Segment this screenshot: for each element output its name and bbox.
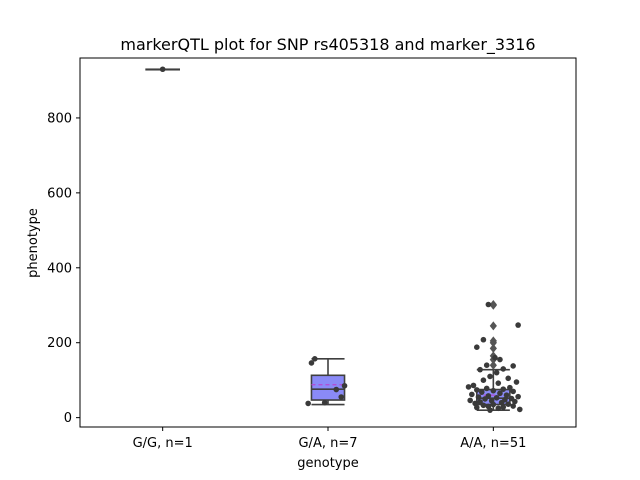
outlier-marker <box>489 299 497 309</box>
data-point <box>500 404 507 410</box>
x-tick-label: A/A, n=51 <box>460 436 526 451</box>
data-point <box>483 385 490 392</box>
outlier-marker <box>489 360 497 370</box>
data-point <box>465 384 472 390</box>
y-tick-label: 200 <box>47 336 72 351</box>
data-point <box>505 401 512 407</box>
y-axis: 0 200 400 600 800 <box>47 111 80 426</box>
data-point <box>338 394 345 400</box>
outlier-marker <box>489 343 497 353</box>
data-point <box>510 403 516 409</box>
data-point <box>510 363 516 369</box>
y-axis-label: phenotype <box>26 208 41 278</box>
data-point <box>483 362 490 368</box>
data-point <box>497 356 503 363</box>
data-point <box>487 407 493 413</box>
data-point <box>490 401 497 408</box>
data-point <box>311 356 318 362</box>
data-point <box>493 394 500 401</box>
data-point <box>477 366 483 373</box>
outlier-marker <box>489 321 497 331</box>
outlier-marker <box>489 336 497 346</box>
data-point <box>474 404 480 411</box>
data-point <box>333 386 340 393</box>
data-points <box>159 66 523 413</box>
data-point <box>341 382 348 389</box>
data-point <box>485 301 492 308</box>
x-tick-label: G/A, n=7 <box>298 436 357 451</box>
data-point <box>482 396 488 402</box>
data-point <box>321 399 328 406</box>
y-tick-label: 400 <box>47 261 72 276</box>
data-point <box>516 406 523 413</box>
data-point <box>495 405 502 412</box>
data-point <box>513 379 520 385</box>
y-tick-label: 800 <box>47 111 72 126</box>
data-point <box>305 400 311 407</box>
data-point <box>308 360 315 366</box>
data-point <box>498 399 505 406</box>
data-point <box>497 390 503 397</box>
y-tick-label: 600 <box>47 186 72 201</box>
data-point <box>159 66 166 73</box>
plot-area <box>145 66 523 413</box>
x-tick-label: G/G, n=1 <box>133 436 193 451</box>
data-point <box>478 389 485 395</box>
data-point <box>474 344 480 351</box>
data-point <box>515 393 521 400</box>
x-axis-label: genotype <box>297 456 358 471</box>
chart-title: markerQTL plot for SNP rs405318 and mark… <box>120 35 535 55</box>
data-point <box>480 402 487 409</box>
data-point <box>493 369 500 376</box>
data-point <box>475 394 482 400</box>
x-axis: G/G, n=1 G/A, n=7 A/A, n=51 <box>133 427 526 451</box>
data-point <box>480 377 487 383</box>
data-point <box>515 322 521 328</box>
data-point <box>490 387 497 394</box>
data-point <box>469 391 475 398</box>
data-point <box>470 382 477 389</box>
data-point <box>507 384 513 391</box>
data-point <box>474 387 480 393</box>
data-point <box>500 386 507 392</box>
data-point <box>467 397 473 404</box>
data-point <box>512 398 518 405</box>
y-tick-label: 0 <box>64 411 72 426</box>
data-point <box>505 375 512 382</box>
data-point <box>480 336 487 343</box>
data-point <box>510 388 516 395</box>
data-point <box>503 392 510 398</box>
data-point <box>500 366 507 372</box>
data-point <box>487 373 493 380</box>
data-point <box>495 380 502 386</box>
data-point <box>492 354 498 361</box>
